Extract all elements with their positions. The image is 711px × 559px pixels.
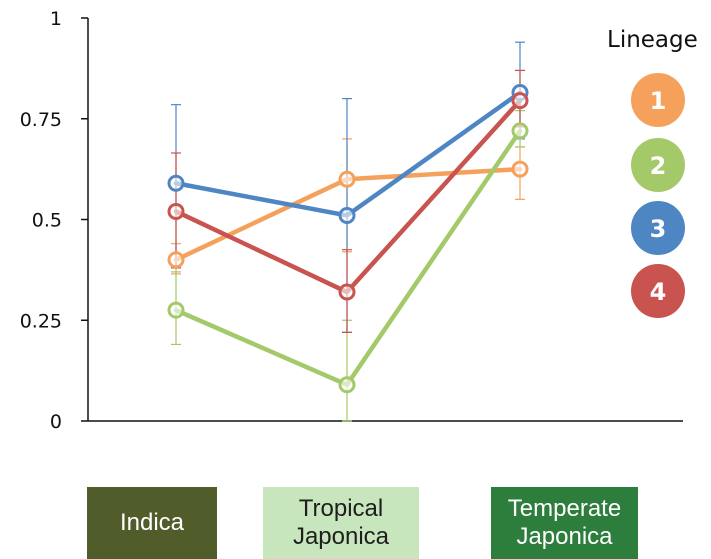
data-point-3 bbox=[338, 206, 356, 224]
data-point-2 bbox=[167, 301, 185, 319]
legend-swatch-4 bbox=[631, 264, 685, 318]
legend-label-4: 4 bbox=[650, 278, 667, 306]
data-point-1 bbox=[167, 251, 185, 269]
y-tick-label: 0 bbox=[50, 411, 62, 433]
legend-label-3: 3 bbox=[650, 215, 667, 243]
data-point-2 bbox=[338, 376, 356, 394]
legend-swatch-2 bbox=[631, 138, 685, 192]
series-line-2 bbox=[173, 128, 523, 387]
y-tick-label: 0.75 bbox=[20, 109, 62, 131]
data-point-3 bbox=[167, 174, 185, 192]
data-point-4 bbox=[338, 283, 356, 301]
category-label-2: Tropical Japonica bbox=[263, 487, 419, 559]
series-lines bbox=[173, 90, 523, 387]
series-points bbox=[167, 84, 529, 394]
error-bars bbox=[171, 41, 525, 422]
data-point-4 bbox=[167, 202, 185, 220]
data-point-2 bbox=[511, 122, 529, 140]
data-point-4 bbox=[511, 92, 529, 110]
series-line-3 bbox=[173, 90, 523, 218]
legend-label-1: 1 bbox=[650, 87, 667, 115]
legend-swatch-3 bbox=[631, 201, 685, 255]
chart: 0 0.25 0.5 0.75 1 Lineage 1 2 3 4 bbox=[20, 8, 698, 433]
y-tick-label: 1 bbox=[50, 8, 62, 30]
data-point-1 bbox=[511, 160, 529, 178]
y-ticks: 0 0.25 0.5 0.75 1 bbox=[20, 8, 88, 433]
y-tick-label: 0.5 bbox=[32, 210, 62, 232]
legend-title: Lineage bbox=[607, 27, 698, 53]
legend-label-2: 2 bbox=[650, 152, 667, 180]
category-label-1: Indica bbox=[87, 487, 217, 559]
y-tick-label: 0.25 bbox=[20, 310, 62, 332]
category-label-3: Temperate Japonica bbox=[491, 487, 638, 559]
legend: Lineage 1 2 3 4 bbox=[607, 27, 698, 318]
legend-swatch-1 bbox=[631, 73, 685, 127]
data-point-1 bbox=[338, 170, 356, 188]
